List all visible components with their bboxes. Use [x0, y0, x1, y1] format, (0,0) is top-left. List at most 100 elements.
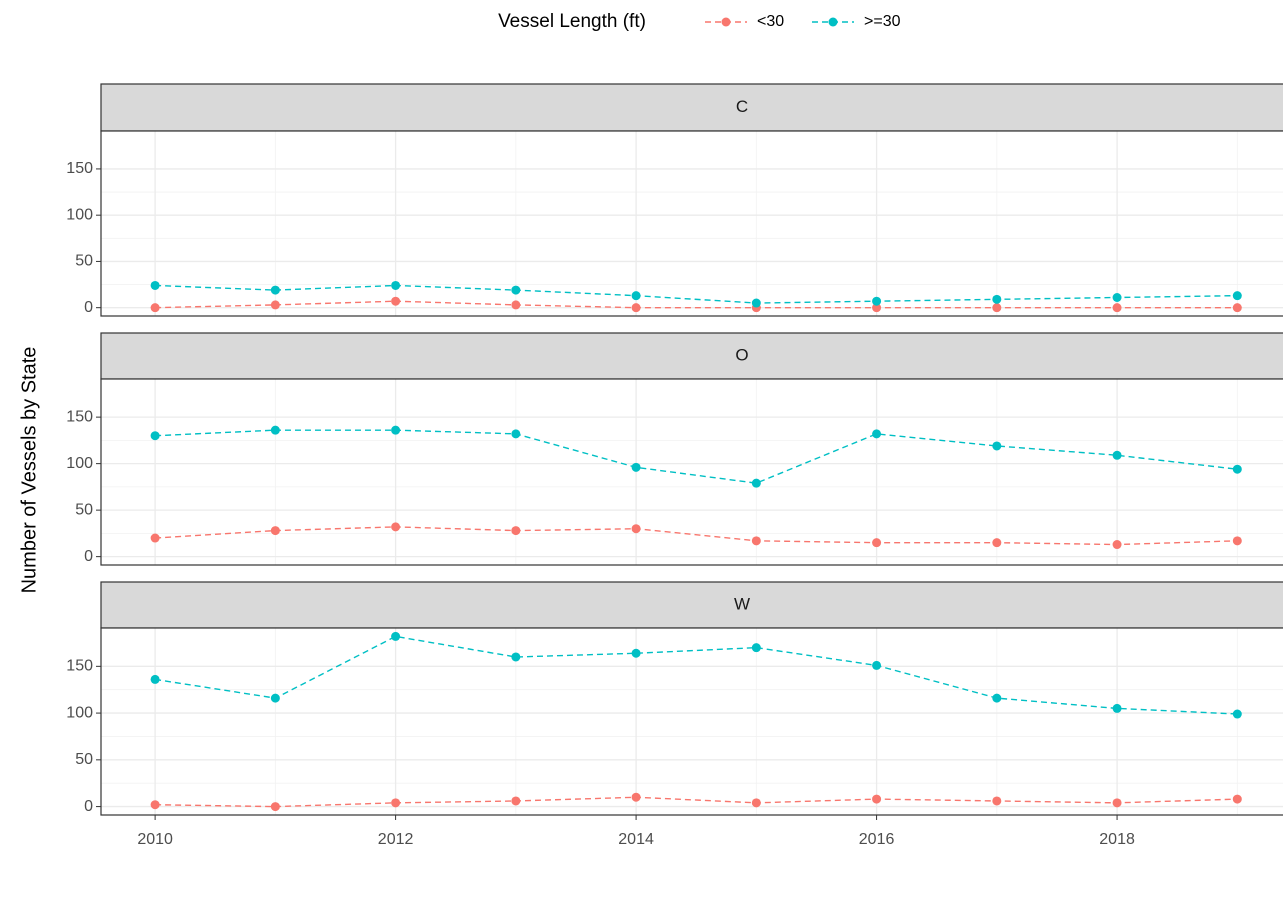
x-tick-label: 2012: [378, 831, 414, 848]
data-point: [992, 693, 1002, 703]
y-tick-label: 0: [84, 798, 93, 815]
data-point: [270, 300, 280, 310]
data-point: [1112, 450, 1122, 460]
data-point: [872, 794, 882, 804]
facet-label: C: [736, 97, 748, 116]
facet-label: W: [734, 594, 750, 613]
panel-background: [101, 379, 1283, 565]
y-tick-label: 100: [66, 704, 93, 721]
y-tick-label: 100: [66, 206, 93, 223]
facet-strip: [100, 332, 1283, 380]
data-point: [992, 796, 1002, 806]
data-point: [391, 280, 401, 290]
data-point: [751, 643, 761, 653]
data-point: [270, 425, 280, 435]
data-point: [631, 291, 641, 301]
legend-title: Vessel Length (ft): [498, 11, 646, 32]
data-point: [631, 462, 641, 472]
data-point: [631, 648, 641, 658]
data-point: [872, 296, 882, 306]
data-point: [872, 660, 882, 670]
legend-label: >=30: [864, 13, 901, 30]
data-point: [511, 300, 521, 310]
data-point: [1232, 794, 1242, 804]
series-line: [155, 796, 1238, 808]
x-tick-label: 2016: [859, 831, 895, 848]
data-point: [150, 431, 160, 441]
x-tick-label: 2010: [137, 831, 173, 848]
data-point: [511, 796, 521, 806]
series-line: [155, 300, 1238, 309]
data-point: [270, 526, 280, 536]
data-point: [992, 441, 1002, 451]
panel-border: [100, 378, 1283, 566]
series-line: [155, 429, 1238, 484]
data-point: [872, 538, 882, 548]
x-tick-label: 2014: [618, 831, 654, 848]
data-point: [872, 429, 882, 439]
data-point: [1232, 303, 1242, 313]
data-point: [631, 524, 641, 534]
data-point: [1112, 293, 1122, 302]
data-point: [631, 303, 641, 313]
data-point: [1112, 540, 1122, 550]
data-point: [992, 294, 1002, 304]
panel-background: [101, 131, 1283, 316]
data-point: [992, 303, 1002, 313]
data-point: [872, 303, 882, 313]
data-point: [270, 693, 280, 703]
data-point: [1112, 703, 1122, 713]
data-point: [391, 522, 401, 532]
panel-border: [100, 130, 1283, 317]
y-axis-label: Number of Vessels by State: [18, 347, 40, 594]
data-point: [270, 285, 280, 295]
data-point: [1232, 709, 1242, 719]
y-tick-label: 50: [75, 751, 93, 768]
data-point: [391, 631, 401, 641]
facet-label: O: [735, 345, 748, 364]
data-point: [992, 538, 1002, 548]
y-tick-label: 150: [66, 160, 93, 177]
data-point: [511, 285, 521, 295]
data-point: [751, 298, 761, 308]
data-point: [391, 798, 401, 808]
y-tick-label: 150: [66, 408, 93, 425]
data-point: [150, 674, 160, 684]
legend-point: [828, 17, 838, 27]
data-point: [1112, 303, 1122, 313]
x-tick-label: 2018: [1099, 831, 1135, 848]
y-tick-label: 50: [75, 253, 93, 270]
data-point: [751, 798, 761, 808]
data-point: [751, 536, 761, 546]
facet-strip: [100, 83, 1283, 132]
data-point: [150, 800, 160, 810]
data-point: [1232, 464, 1242, 474]
data-point: [511, 652, 521, 662]
y-tick-label: 150: [66, 658, 93, 675]
data-point: [751, 478, 761, 488]
data-point: [150, 303, 160, 313]
legend-point: [721, 17, 731, 27]
data-point: [511, 526, 521, 536]
data-point: [391, 296, 401, 306]
panel-border: [100, 627, 1283, 816]
data-point: [511, 429, 521, 439]
facet-strip: [100, 581, 1283, 629]
series-line: [155, 284, 1238, 304]
data-point: [1232, 291, 1242, 301]
data-point: [270, 802, 280, 812]
y-tick-label: 0: [84, 299, 93, 316]
y-tick-label: 50: [75, 501, 93, 518]
panel-background: [101, 628, 1283, 815]
series-line: [155, 526, 1238, 546]
legend-label: <30: [757, 13, 784, 30]
data-point: [391, 425, 401, 435]
data-point: [1232, 536, 1242, 546]
y-tick-label: 100: [66, 455, 93, 472]
y-tick-label: 0: [84, 548, 93, 565]
data-point: [150, 280, 160, 290]
data-point: [1112, 798, 1122, 808]
data-point: [150, 533, 160, 543]
data-point: [631, 792, 641, 802]
